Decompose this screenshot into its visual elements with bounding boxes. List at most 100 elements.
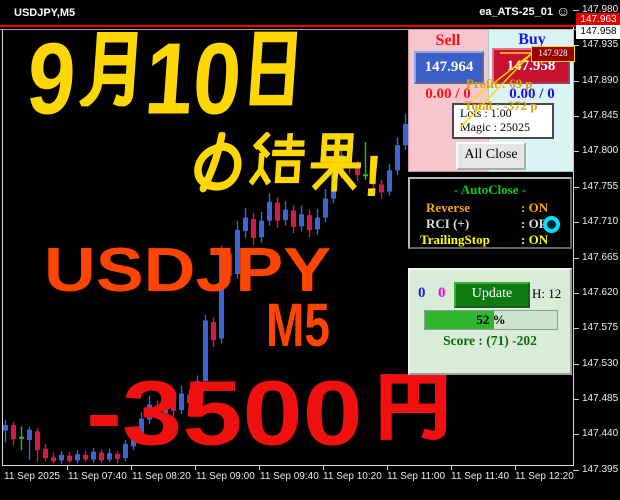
candle-body: [123, 443, 128, 459]
autoclose-title: - AutoClose -: [453, 182, 527, 197]
price-tick: [573, 151, 579, 153]
candle-body: [315, 217, 320, 230]
sell-stats: 0.00 / 0: [425, 86, 471, 102]
price-label: 147.710: [582, 216, 619, 228]
kanji-ka-icon: [310, 133, 362, 192]
price-tick: [573, 469, 579, 471]
candle-body: [323, 198, 328, 218]
last-price-box: 147.958: [576, 25, 620, 39]
candle-body: [267, 201, 272, 221]
candle-body: [139, 418, 144, 433]
candle-body: [227, 253, 232, 276]
candle-body: [179, 393, 184, 411]
candle-body: [107, 453, 112, 460]
candle-body: [355, 166, 360, 176]
overlay-symbol-text: USDJPY: [44, 236, 332, 306]
kanji-day-icon: [248, 31, 297, 106]
rci-toggle-indicator[interactable]: [543, 216, 560, 233]
all-close-button[interactable]: All Close: [456, 142, 526, 170]
candle-body: [259, 220, 264, 238]
candle-body: [19, 436, 24, 439]
candle-body: [363, 174, 368, 177]
candle-body: [51, 457, 56, 462]
overlay-loss-text: -3500: [86, 368, 455, 460]
update-button[interactable]: Update: [454, 282, 530, 308]
price-tick: [573, 292, 579, 294]
progress-label: 52 %: [476, 312, 506, 327]
kana-no-icon: [194, 132, 242, 193]
overlay-digit: 10: [141, 22, 246, 136]
time-tick: [195, 465, 196, 470]
ea-name: ea_ATS-25_01: [479, 6, 553, 18]
score-text: Score : (71) -202: [443, 333, 537, 348]
candle-body: [243, 217, 248, 231]
count-magenta: 0: [438, 285, 446, 301]
price-tick: [573, 257, 579, 259]
price-tick: [573, 186, 579, 188]
overlay-timeframe-text: M5: [266, 291, 330, 360]
bid-price-line: [0, 25, 576, 27]
candle-body: [35, 431, 40, 451]
total-text: Total : -372 p: [464, 98, 538, 113]
autoclose-row-reverse: Reverse : ON: [426, 200, 549, 215]
candle-body: [235, 230, 240, 275]
candle-body: [43, 448, 48, 459]
time-label: 11 Sep 10:20: [323, 471, 382, 482]
count-blue: 0: [418, 285, 426, 301]
lots-line: Lots : 1.00: [460, 106, 512, 120]
bid-price-box: 147.963: [576, 13, 620, 27]
time-label: 11 Sep 09:40: [260, 471, 319, 482]
order-lines: [459, 52, 532, 129]
price-label: 147.485: [582, 393, 619, 405]
price-label: 147.530: [582, 357, 619, 369]
autoclose-panel: - AutoClose - Reverse : ON RCI (+) : OFF…: [408, 177, 572, 249]
progress-fill: [425, 311, 494, 329]
price-label: 147.980: [582, 4, 619, 15]
time-label: 11 Sep 2025: [4, 471, 60, 482]
candle-body: [203, 320, 208, 381]
price-tick: [573, 45, 579, 47]
price-label: 147.890: [582, 74, 619, 86]
time-label: 11 Sep 09:00: [196, 471, 255, 482]
magic-line: Magic : 25025: [460, 120, 530, 134]
candlestick-chart[interactable]: [0, 0, 578, 466]
time-tick: [67, 465, 68, 470]
smiley-icon[interactable]: ☺: [556, 3, 571, 19]
candle-body: [67, 455, 72, 462]
lots-magic-box: Lots : 1.00 Magic : 25025: [452, 103, 554, 139]
price-tick: [573, 328, 579, 330]
overlay-amount: -3500: [86, 362, 363, 465]
chart-bottom-border: [2, 465, 574, 466]
price-label: 147.935: [582, 39, 619, 51]
kanji-yen-icon: [380, 374, 446, 440]
progress-bar: 52 %: [424, 310, 558, 330]
time-tick: [259, 465, 260, 470]
candle-body: [275, 202, 280, 221]
candle-body: [195, 380, 200, 403]
kanji-ketsu-icon: [248, 132, 306, 186]
price-tick: [573, 116, 579, 118]
candle-body: [291, 210, 296, 227]
price-tick: [573, 434, 579, 436]
price-label: 147.665: [582, 251, 619, 263]
price-tick: [573, 399, 579, 401]
time-label: 11 Sep 12:20: [515, 471, 574, 482]
trade-panel: Sell Buy 147.964 147.958 0.00 / 0 0.00 /…: [408, 29, 575, 172]
overlay-date-text: 9 10: [24, 22, 306, 136]
candle-body: [299, 214, 304, 227]
candle-body: [91, 451, 96, 460]
candle-body: [251, 219, 256, 238]
update-panel: 0 0 Update H: 12 52 % Score : (71) -202: [408, 268, 572, 375]
candle-body: [147, 404, 152, 420]
candle-body: [219, 252, 224, 339]
price-label: 147.395: [582, 463, 619, 475]
price-tick: [573, 363, 579, 365]
time-label: 11 Sep 11:00: [387, 471, 446, 482]
candle-body: [11, 425, 16, 440]
sell-button[interactable]: 147.964: [414, 51, 484, 84]
autoclose-row-trailingstop: TrailingStop : ON: [420, 232, 549, 247]
candle-body: [371, 174, 376, 185]
candle-body: [387, 170, 392, 192]
time-tick: [451, 465, 452, 470]
price-label: 147.440: [582, 428, 619, 440]
